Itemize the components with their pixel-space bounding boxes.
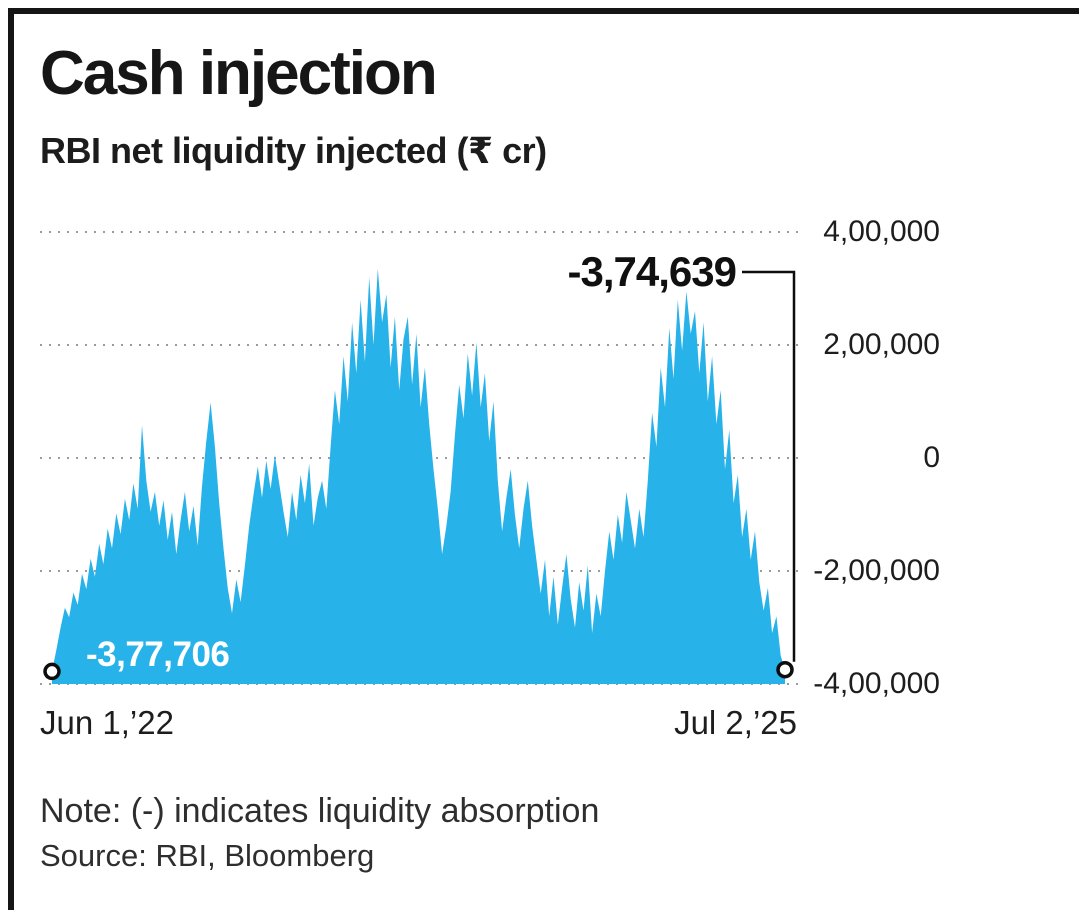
source: Source: RBI, Bloomberg — [40, 838, 375, 873]
frame-border: Cash injection RBI net liquidity injecte… — [8, 8, 1079, 910]
y-axis-label: -2,00,000 — [813, 554, 940, 587]
start-value-label: -3,77,706 — [86, 635, 230, 674]
x-axis-labels: Jun 1,’22 Jul 2,’25 — [40, 704, 797, 742]
chart-title: Cash injection — [40, 39, 438, 108]
y-axis-label: 2,00,000 — [823, 328, 940, 361]
end-point-marker — [776, 660, 794, 679]
end-value-label: -3,74,639 — [567, 248, 737, 295]
x-axis-label-start: Jun 1,’22 — [40, 704, 174, 741]
y-axis-label: -4,00,000 — [813, 667, 940, 700]
x-axis-label-end: Jul 2,’25 — [674, 704, 797, 741]
start-point-marker — [43, 662, 61, 681]
chart-subtitle: RBI net liquidity injected (₹ cr) — [40, 130, 547, 171]
footnote: Note: (-) indicates liquidity absorption — [40, 792, 600, 830]
y-axis-label: 0 — [923, 441, 940, 474]
chart-svg — [40, 231, 802, 685]
area-series — [52, 268, 785, 684]
area-chart: -3,77,706 -3,74,639 4,00,000 2,00,000 0 -2,… — [40, 215, 1050, 700]
y-axis-label: 4,00,000 — [823, 215, 940, 248]
annotation-connector — [742, 270, 796, 662]
